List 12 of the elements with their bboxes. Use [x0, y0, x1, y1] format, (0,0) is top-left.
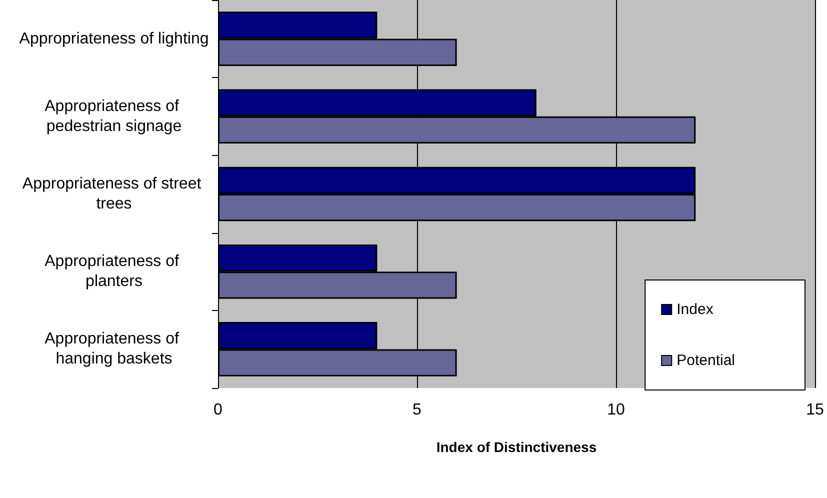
y-tick-label: Appropriateness of pedestrian signage — [44, 98, 184, 135]
x-tick-label: 10 — [607, 402, 625, 418]
y-tick-label: Appropriateness of street trees — [22, 176, 206, 212]
x-axis-title: Index of Distinctiveness — [436, 439, 597, 455]
legend-label: Index — [676, 301, 714, 318]
y-tick-label: Appropriateness of planters — [44, 253, 184, 290]
x-tick-label: 15 — [806, 402, 824, 418]
x-tick-label: 0 — [214, 402, 223, 418]
x-tick-label: 5 — [412, 402, 422, 418]
y-tick-label: Appropriateness of lighting — [19, 30, 209, 48]
y-tick-label: Appropriateness of hanging baskets — [44, 330, 184, 368]
legend-label: Potential — [676, 352, 735, 369]
